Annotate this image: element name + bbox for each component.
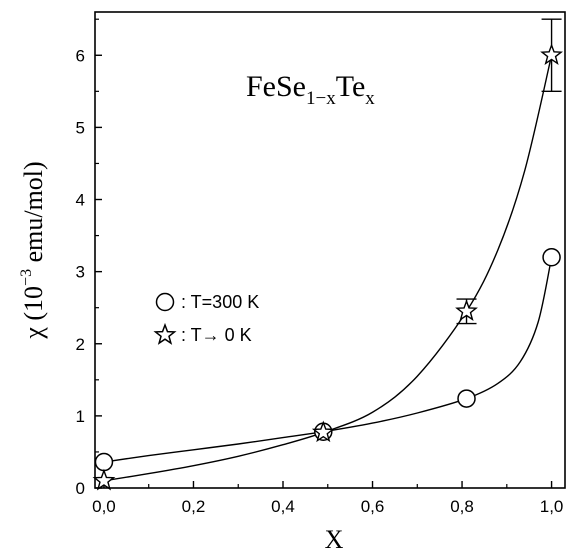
- legend-label-300k: : T=300 K: [181, 292, 259, 312]
- fit-curves: [103, 55, 553, 482]
- y-tick-label: 2: [76, 335, 85, 354]
- x-tick-label: 1,0: [540, 497, 564, 516]
- title-sub1: 1−x: [306, 88, 336, 109]
- y-tick-label: 1: [76, 407, 85, 426]
- legend-circle-marker: [155, 292, 175, 312]
- y-tick-label: 0: [76, 479, 85, 498]
- legend-star-marker: [153, 322, 177, 345]
- point-300k: [457, 389, 476, 408]
- title-base: FeSe: [246, 70, 306, 103]
- fit-curve-300k: [103, 257, 553, 463]
- ylabel-exponent: −3: [18, 269, 35, 286]
- x-tick-label: 0,4: [271, 497, 295, 516]
- chart-title: FeSe1−xTex: [246, 70, 375, 109]
- x-tick-label: 0,0: [92, 497, 116, 516]
- y-tick-label: 6: [76, 46, 85, 65]
- x-tick-label: 0,2: [182, 497, 206, 516]
- point-300k: [94, 452, 114, 472]
- legend-label-0k: : T→ 0 K: [181, 325, 252, 345]
- title-mid: Te: [336, 70, 366, 103]
- x-axis-title: X: [325, 525, 344, 554]
- fit-curve-0k: [103, 55, 553, 482]
- x-tick-label: 0,6: [361, 497, 385, 516]
- y-axis-title: χ (10−3 emu/mol): [18, 161, 48, 339]
- y-tick-label: 3: [76, 263, 85, 282]
- point-0k: [455, 299, 478, 322]
- point-0k: [540, 43, 563, 65]
- legend: : T=300 K : T→ 0 K: [153, 292, 259, 345]
- ylabel-prefix: χ (10: [19, 286, 48, 340]
- plot-frame: [94, 11, 566, 489]
- title-sub2: x: [365, 88, 375, 109]
- data-marks: [92, 18, 563, 491]
- ylabel-suffix: emu/mol): [19, 161, 48, 269]
- point-0k: [92, 468, 116, 491]
- x-tick-label: 0,8: [450, 497, 474, 516]
- y-tick-label: 4: [76, 191, 85, 210]
- ticks: 0,0 0,2 0,4 0,6 0,8 1,0 0 1 2 3 4 5 6: [76, 18, 564, 516]
- point-0k: [311, 420, 335, 443]
- y-tick-label: 5: [76, 118, 85, 137]
- point-300k: [542, 247, 561, 267]
